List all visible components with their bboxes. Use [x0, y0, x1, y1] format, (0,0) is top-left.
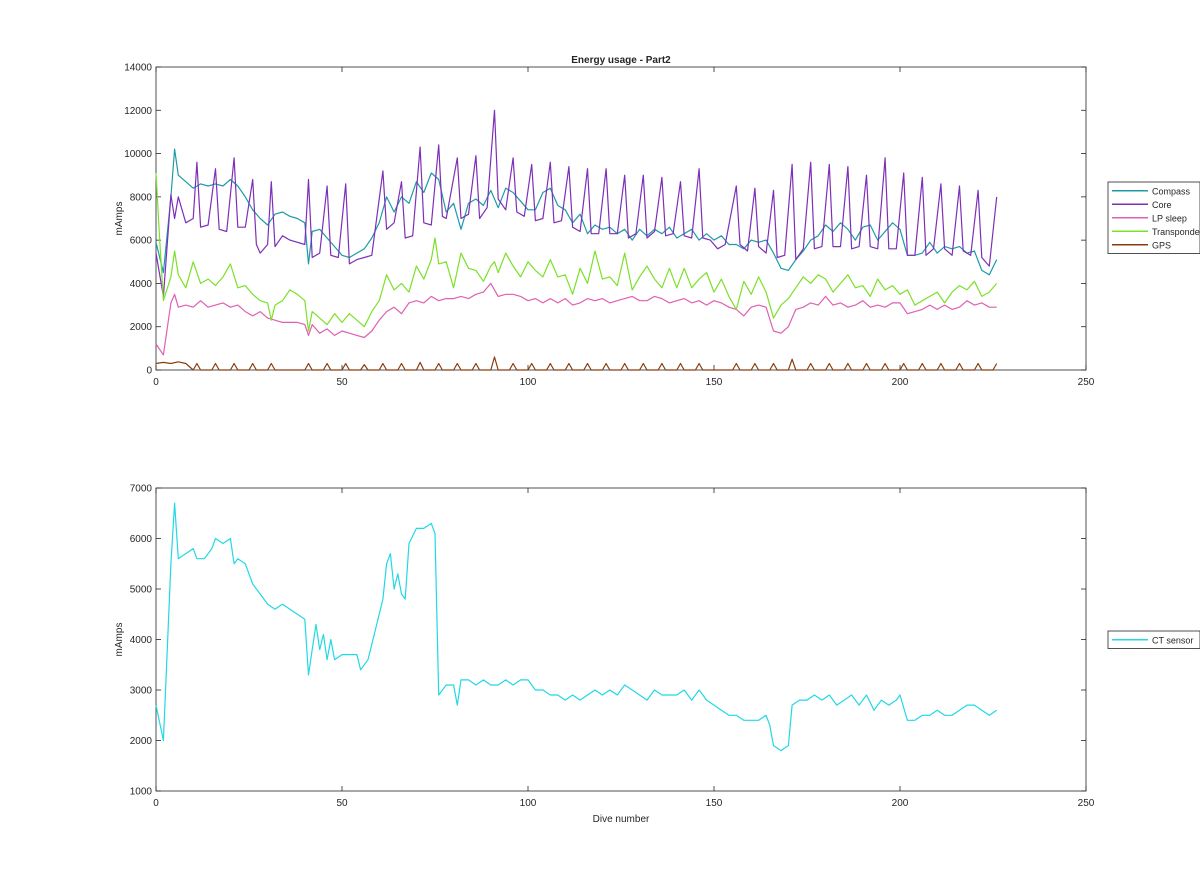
legend-label: Transponder — [1152, 227, 1200, 237]
x-tick-label: 0 — [153, 377, 159, 388]
chart-title: Energy usage - Part2 — [571, 55, 671, 66]
y-tick-label: 5000 — [130, 585, 153, 596]
x-tick-label: 250 — [1078, 798, 1095, 809]
y-tick-label: 4000 — [130, 279, 153, 290]
x-tick-label: 50 — [336, 377, 348, 388]
x-tick-label: 50 — [336, 798, 348, 809]
y-tick-label: 2000 — [130, 322, 153, 333]
series-line-transponder — [155, 172, 998, 332]
x-tick-label: 250 — [1078, 377, 1095, 388]
legend: CT sensor — [1107, 630, 1200, 649]
y-axis-label: mAmps — [114, 202, 125, 236]
y-tick-label: 6000 — [130, 534, 153, 545]
legend-label: CT sensor — [1152, 635, 1193, 645]
plot-area — [155, 487, 1087, 792]
legend-box — [1107, 630, 1200, 649]
x-tick-label: 200 — [892, 798, 909, 809]
x-tick-label: 100 — [520, 377, 537, 388]
y-tick-label: 12000 — [124, 106, 152, 117]
y-tick-label: 4000 — [130, 635, 153, 646]
y-tick-label: 1000 — [130, 787, 153, 798]
y-tick-label: 0 — [146, 366, 152, 377]
legend-label: GPS — [1152, 240, 1171, 250]
legend: Compass Core LP sleep Transponder GPS — [1107, 181, 1200, 254]
series-lines — [155, 109, 998, 371]
legend-label: Core — [1152, 200, 1172, 210]
x-axis-label: Dive number — [593, 814, 650, 825]
chart-ct-sensor: mAmps Dive number 0 50 100 150 200 250 1000 200… — [114, 484, 1200, 825]
series-line-ct-sensor — [155, 502, 998, 752]
series-line-lp-sleep — [155, 282, 997, 356]
y-tick-label: 3000 — [130, 686, 153, 697]
axis-ticks: 0 50 100 150 200 250 1000 2000 3000 4000 5000 6000 7… — [130, 484, 1095, 810]
y-tick-label: 14000 — [124, 63, 152, 74]
y-axis-label: mAmps — [114, 623, 125, 657]
x-tick-label: 150 — [706, 377, 723, 388]
legend-label: LP sleep — [1152, 213, 1187, 223]
y-tick-label: 6000 — [130, 236, 153, 247]
x-tick-label: 100 — [520, 798, 537, 809]
series-line-compass — [155, 148, 998, 276]
x-tick-label: 150 — [706, 798, 723, 809]
y-tick-label: 2000 — [130, 736, 153, 747]
series-line-gps — [155, 356, 998, 371]
legend-label: Compass — [1152, 186, 1191, 196]
x-tick-label: 200 — [892, 377, 909, 388]
axis-ticks: 0 50 100 150 200 250 0 2000 4000 6000 8000 10000 120… — [124, 63, 1095, 389]
chart-energy-usage: Energy usage - Part2 mAmps 0 50 100 150 200 2… — [114, 55, 1200, 388]
series-lines — [155, 502, 998, 752]
y-tick-label: 7000 — [130, 484, 153, 495]
x-tick-label: 0 — [153, 798, 159, 809]
y-tick-label: 8000 — [130, 192, 153, 203]
y-tick-label: 10000 — [124, 149, 152, 160]
series-line-core — [155, 109, 998, 297]
